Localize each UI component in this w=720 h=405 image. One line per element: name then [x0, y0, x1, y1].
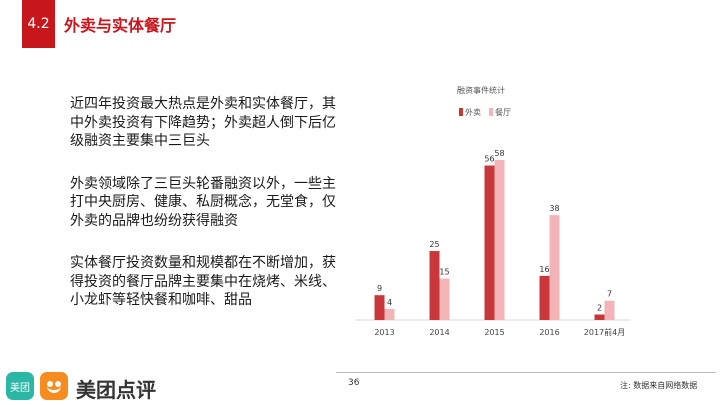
legend-swatch-canting — [489, 108, 493, 116]
data-label-餐厅-2016: 38 — [549, 204, 559, 213]
x-tick-label-2013: 2013 — [374, 328, 394, 337]
section-number-badge: 4.2 — [22, 0, 55, 48]
legend-swatch-waimai — [459, 108, 463, 116]
bar-餐厅-2014 — [439, 278, 450, 320]
meituan-badge-icon: 美团 — [6, 372, 34, 400]
bar-外卖-2017前4月 — [594, 314, 605, 320]
paragraph-1: 近四年投资最大热点是外卖和实体餐厅，其中外卖投资有下降趋势；外卖超人倒下后亿级融… — [70, 96, 336, 149]
paragraph-3: 实体餐厅投资数量和规模都在不断增加，获得投资的餐厅品牌主要集中在烧烤、米线、小龙… — [70, 255, 336, 308]
data-label-外卖-2014: 25 — [429, 240, 439, 249]
legend-label-waimai: 外卖 — [465, 107, 481, 117]
data-label-餐厅-2014: 15 — [439, 268, 449, 277]
data-label-餐厅-2017前4月: 7 — [607, 290, 612, 299]
bar-外卖-2015 — [484, 165, 495, 320]
bar-外卖-2014 — [429, 251, 440, 320]
x-tick-label-2016: 2016 — [539, 328, 559, 337]
header: 4.2 外卖与实体餐厅 — [0, 0, 720, 48]
x-tick-label-2017前4月: 2017前4月 — [584, 327, 625, 337]
page-number: 36 — [348, 378, 360, 388]
dianping-smile-icon — [40, 372, 68, 400]
bar-外卖-2013 — [374, 295, 385, 320]
data-label-外卖-2015: 56 — [484, 155, 494, 164]
data-label-餐厅-2013: 4 — [387, 298, 392, 307]
data-label-外卖-2013: 9 — [377, 284, 382, 293]
footer-divider — [336, 372, 716, 373]
bar-外卖-2016 — [539, 275, 550, 320]
bar-餐厅-2017前4月 — [604, 300, 615, 320]
legend-label-canting: 餐厅 — [495, 108, 511, 117]
data-label-餐厅-2015: 58 — [494, 149, 504, 158]
bar-餐厅-2013 — [384, 308, 395, 320]
x-tick-label-2015: 2015 — [484, 328, 504, 337]
page-title: 外卖与实体餐厅 — [64, 16, 177, 35]
chart-title: 融资事件统计 — [457, 85, 505, 95]
body-text: 近四年投资最大热点是外卖和实体餐厅，其中外卖投资有下降趋势；外卖超人倒下后亿级融… — [70, 95, 338, 334]
x-tick-labels: 2013 2014 2015 2016 2017前4月 — [374, 327, 625, 337]
legend: 外卖 餐厅 — [459, 107, 511, 117]
financing-events-chart: 融资事件统计 外卖 餐厅 9 4 25 15 56 58 16 38 2 7 2013 2014 20… — [355, 80, 650, 345]
bar-餐厅-2015 — [494, 160, 505, 320]
brand-name: 美团点评 — [76, 378, 156, 402]
x-tick-label-2014: 2014 — [429, 328, 449, 337]
paragraph-2: 外卖领域除了三巨头轮番融资以外，一些主打中央厨房、健康、私厨概念，无堂食，仅外卖… — [70, 175, 336, 229]
source-note: 注: 数据来自网络数据 — [620, 381, 698, 390]
data-label-外卖-2016: 16 — [539, 265, 549, 274]
bar-餐厅-2016 — [549, 215, 560, 320]
meituan-dianping-logo: 美团 美团点评 — [6, 372, 176, 402]
data-label-外卖-2017前4月: 2 — [597, 303, 602, 312]
